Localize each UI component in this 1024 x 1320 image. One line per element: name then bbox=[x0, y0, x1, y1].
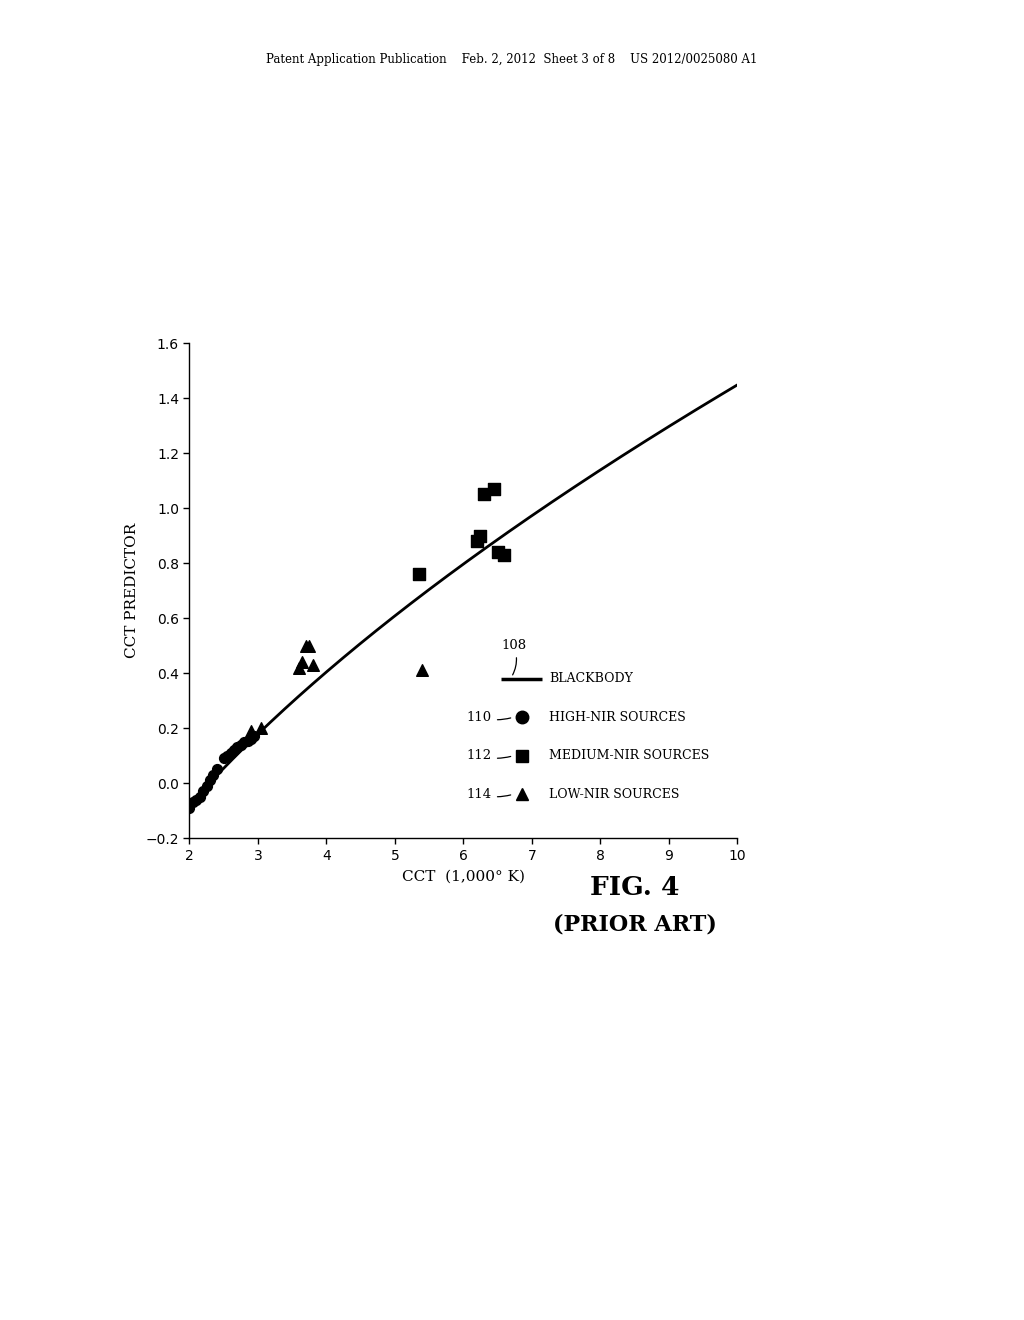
Point bbox=[411, 564, 427, 585]
Point bbox=[243, 729, 259, 750]
Point bbox=[184, 792, 201, 813]
Point bbox=[294, 652, 310, 673]
Point bbox=[219, 744, 236, 766]
Point bbox=[202, 770, 218, 791]
Point bbox=[240, 730, 256, 751]
Y-axis label: CCT PREDICTOR: CCT PREDICTOR bbox=[125, 523, 138, 659]
Point bbox=[301, 635, 317, 656]
Point bbox=[236, 731, 252, 752]
Point bbox=[472, 525, 488, 546]
Point bbox=[489, 541, 506, 562]
Point bbox=[298, 635, 314, 656]
Point bbox=[243, 721, 259, 742]
Text: 108: 108 bbox=[501, 639, 526, 675]
Point bbox=[232, 734, 249, 755]
Point bbox=[191, 787, 208, 808]
Point bbox=[222, 742, 239, 763]
Point bbox=[414, 660, 430, 681]
X-axis label: CCT  (1,000° K): CCT (1,000° K) bbox=[401, 870, 525, 883]
Point bbox=[253, 718, 269, 739]
Point bbox=[486, 478, 503, 499]
Text: LOW-NIR SOURCES: LOW-NIR SOURCES bbox=[549, 788, 679, 801]
Point bbox=[188, 789, 205, 810]
Point bbox=[181, 797, 198, 818]
Point bbox=[215, 748, 231, 770]
Point bbox=[469, 531, 485, 552]
Point bbox=[199, 775, 215, 796]
Point bbox=[497, 544, 513, 565]
Text: FIG. 4: FIG. 4 bbox=[590, 875, 680, 899]
Text: MEDIUM-NIR SOURCES: MEDIUM-NIR SOURCES bbox=[549, 750, 710, 762]
Text: (PRIOR ART): (PRIOR ART) bbox=[553, 913, 717, 935]
Point bbox=[225, 739, 242, 760]
Point bbox=[476, 484, 493, 506]
Point bbox=[247, 726, 263, 747]
Text: BLACKBODY: BLACKBODY bbox=[549, 672, 633, 685]
Text: Patent Application Publication    Feb. 2, 2012  Sheet 3 of 8    US 2012/0025080 : Patent Application Publication Feb. 2, 2… bbox=[266, 53, 758, 66]
Point bbox=[195, 781, 211, 803]
Text: 114: 114 bbox=[467, 788, 511, 801]
Text: 112: 112 bbox=[467, 750, 511, 762]
Text: HIGH-NIR SOURCES: HIGH-NIR SOURCES bbox=[549, 710, 686, 723]
Point bbox=[291, 657, 307, 678]
Point bbox=[304, 655, 321, 676]
Point bbox=[205, 764, 221, 785]
Point bbox=[209, 759, 225, 780]
Point bbox=[229, 737, 246, 758]
Text: 110: 110 bbox=[467, 710, 511, 723]
